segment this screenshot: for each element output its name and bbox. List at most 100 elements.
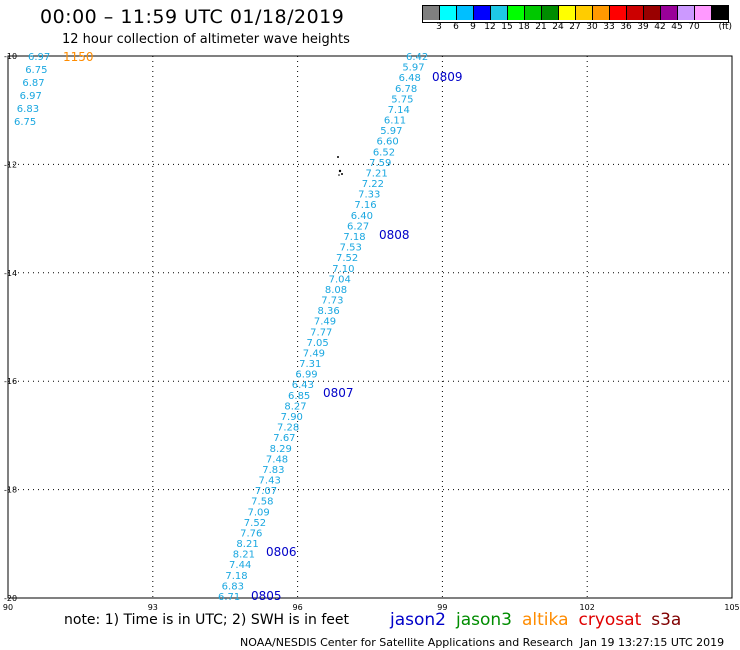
left-track: 6.97 6.75 6.87 6.97 6.83 6.75 1150 (14, 50, 94, 128)
swh-value: 8.21 (236, 539, 258, 550)
swh-value: 7.16 (354, 200, 376, 211)
y-tick-label: -10 (4, 52, 17, 61)
y-tick-label: -16 (4, 377, 17, 386)
color-swatch (542, 6, 559, 20)
swh-value: 7.28 (277, 423, 299, 434)
swh-value: 6.83 (222, 581, 244, 592)
swh-value: 6.75 (14, 117, 36, 128)
swh-value: 5.97 (402, 63, 424, 74)
color-swatch (678, 6, 695, 20)
color-swatch (559, 6, 576, 20)
color-scale-label: 70 (688, 22, 700, 32)
x-tick-label: 96 (293, 603, 303, 612)
pass-label: 0806 (266, 545, 297, 559)
swh-value: 6.97 (20, 91, 42, 102)
x-tick-label: 90 (3, 603, 13, 612)
x-tick-label: 93 (148, 603, 158, 612)
swh-value: 7.90 (281, 412, 303, 423)
legend-entry-cryosat: cryosat (578, 610, 642, 630)
swh-value: 7.48 (266, 454, 288, 465)
color-swatch (627, 6, 644, 20)
y-tick-label: -14 (4, 269, 17, 278)
swh-value: 7.59 (369, 158, 391, 169)
color-scale-unit: (ft) (718, 22, 732, 32)
swh-value: 6.11 (384, 116, 406, 127)
swh-value: 8.27 (284, 401, 306, 412)
pass-label: 0808 (379, 228, 410, 242)
swh-value: 7.05 (306, 338, 328, 349)
swh-value: 8.29 (270, 444, 292, 455)
island-marker (337, 156, 343, 176)
color-scale-label: 24 (552, 22, 564, 32)
color-scale-label: 42 (654, 22, 666, 32)
swh-value: 7.83 (262, 465, 284, 476)
color-swatch (593, 6, 610, 20)
footer-credit: NOAA/NESDIS Center for Satellite Applica… (240, 636, 574, 649)
map-ticks: 90 93 96 99 102 105 -10 -12 -14 -16 -18 -20 (3, 52, 740, 612)
legend-entry-s3a: s3a (651, 610, 682, 630)
color-swatch (423, 6, 440, 20)
swh-value: 7.76 (240, 528, 262, 539)
swh-value: 6.97 (28, 52, 50, 63)
color-swatch (474, 6, 491, 20)
color-swatch (712, 6, 728, 20)
swh-value: 5.97 (380, 126, 402, 137)
satellite-legend: jason2 jason3 altika cryosat s3a (390, 610, 691, 630)
swh-value: 6.60 (377, 137, 399, 148)
swh-value: 7.10 (332, 264, 354, 275)
color-scale-label: 30 (586, 22, 598, 32)
color-scale-label: 9 (470, 22, 476, 32)
swh-value: 5.75 (391, 94, 413, 105)
color-scale-label: 3 (436, 22, 442, 32)
swh-value: 8.08 (325, 285, 347, 296)
color-swatch (491, 6, 508, 20)
color-swatch (661, 6, 678, 20)
swh-value: 7.44 (229, 560, 251, 571)
map-grid (8, 56, 732, 598)
swh-value: 7.14 (388, 105, 410, 116)
swh-value: 6.48 (399, 73, 421, 84)
color-swatch (644, 6, 661, 20)
color-scale-label: 27 (569, 22, 581, 32)
color-swatch (576, 6, 593, 20)
pass-label: 0807 (323, 386, 354, 400)
swh-value: 7.77 (310, 327, 332, 338)
color-scale-label: 33 (603, 22, 615, 32)
swh-value: 7.21 (365, 168, 387, 179)
legend-entry-jason2: jason2 (390, 610, 446, 630)
color-scale-label: 6 (453, 22, 459, 32)
swh-value: 6.78 (395, 84, 417, 95)
swh-value: 7.73 (321, 296, 343, 307)
color-swatch (610, 6, 627, 20)
swh-value: 7.09 (247, 507, 269, 518)
pass-label: 0809 (432, 70, 463, 84)
y-tick-label: -12 (4, 160, 17, 169)
pass-label: 0805 (251, 589, 282, 603)
swh-value: 7.53 (340, 243, 362, 254)
swh-value: 7.18 (225, 571, 247, 582)
swh-value: 8.21 (233, 550, 255, 561)
chart-subtitle: 12 hour collection of altimeter wave hei… (62, 32, 350, 47)
color-swatch (508, 6, 525, 20)
chart-title: 00:00 – 11:59 UTC 01/18/2019 (40, 6, 345, 28)
swh-value: 7.07 (255, 486, 277, 497)
y-tick-label: -20 (4, 594, 17, 603)
color-swatch (695, 6, 712, 20)
legend-entry-jason3: jason3 (456, 610, 512, 630)
swh-value: 7.49 (303, 348, 325, 359)
color-scale-label: 12 (484, 22, 496, 32)
map-frame (7, 55, 733, 599)
color-scale-label: 39 (637, 22, 649, 32)
x-tick-label: 105 (724, 603, 739, 612)
swh-value: 6.71 (218, 592, 240, 603)
legend-entry-altika: altika (522, 610, 569, 630)
swh-value: 6.83 (17, 104, 39, 115)
swh-value: 6.27 (347, 221, 369, 232)
color-swatch (525, 6, 542, 20)
swh-value: 6.52 (373, 147, 395, 158)
color-scale-label: 18 (518, 22, 530, 32)
swh-value: 7.52 (244, 518, 266, 529)
swh-value: 7.18 (343, 232, 365, 243)
swh-value: 7.52 (336, 253, 358, 264)
